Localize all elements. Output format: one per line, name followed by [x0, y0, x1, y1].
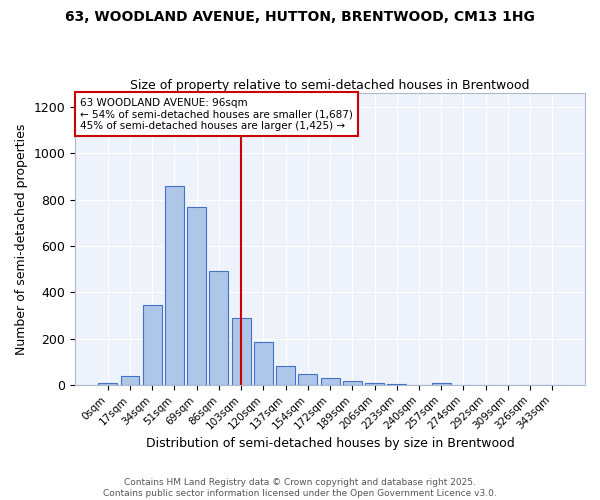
Bar [98, 383, 117, 385]
Y-axis label: Number of semi-detached properties: Number of semi-detached properties [15, 124, 28, 354]
Text: Contains HM Land Registry data © Crown copyright and database right 2025.
Contai: Contains HM Land Registry data © Crown c… [103, 478, 497, 498]
Bar [209, 272, 229, 385]
Bar [254, 342, 273, 385]
Bar [165, 186, 184, 385]
Bar [365, 383, 384, 385]
Bar [298, 374, 317, 385]
Title: Size of property relative to semi-detached houses in Brentwood: Size of property relative to semi-detach… [130, 79, 530, 92]
Bar [343, 382, 362, 385]
Bar [187, 206, 206, 385]
Bar [320, 378, 340, 385]
Bar [276, 366, 295, 385]
X-axis label: Distribution of semi-detached houses by size in Brentwood: Distribution of semi-detached houses by … [146, 437, 514, 450]
Bar [388, 384, 406, 385]
Text: 63, WOODLAND AVENUE, HUTTON, BRENTWOOD, CM13 1HG: 63, WOODLAND AVENUE, HUTTON, BRENTWOOD, … [65, 10, 535, 24]
Bar [143, 305, 161, 385]
Bar [232, 318, 251, 385]
Text: 63 WOODLAND AVENUE: 96sqm
← 54% of semi-detached houses are smaller (1,687)
45% : 63 WOODLAND AVENUE: 96sqm ← 54% of semi-… [80, 98, 353, 130]
Bar [432, 382, 451, 385]
Bar [121, 376, 139, 385]
